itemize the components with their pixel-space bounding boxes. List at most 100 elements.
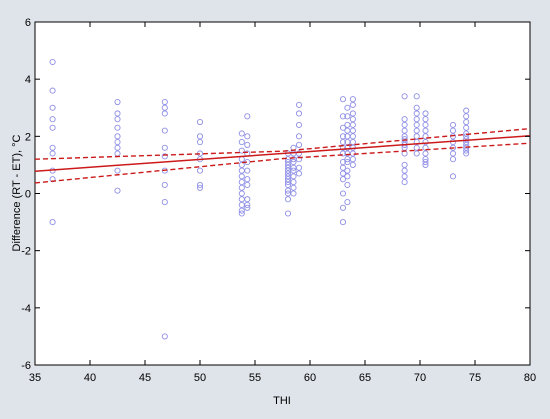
data-point (244, 133, 251, 140)
data-point (422, 133, 429, 140)
y-tick-label: 4 (25, 74, 31, 86)
data-point (413, 144, 420, 151)
data-point (161, 104, 168, 111)
data-point (349, 133, 356, 140)
data-point (238, 190, 245, 197)
data-point (290, 184, 297, 191)
data-point (422, 110, 429, 117)
data-point (344, 167, 351, 174)
data-point (295, 133, 303, 140)
data-point (463, 138, 470, 146)
y-tick-label: -4 (21, 303, 31, 315)
data-point (196, 133, 204, 140)
data-point (244, 201, 251, 208)
data-point (284, 210, 292, 217)
data-point (161, 110, 168, 117)
data-point (238, 210, 245, 217)
data-point (196, 184, 204, 191)
ci-upper-line (34, 127, 531, 160)
data-point (49, 150, 56, 157)
data-point (295, 141, 303, 148)
data-point (344, 173, 351, 180)
data-point (463, 144, 470, 151)
data-point (463, 136, 470, 143)
data-point (49, 87, 56, 94)
data-point (449, 127, 457, 134)
x-tick-label: 70 (414, 372, 426, 384)
data-point (344, 159, 351, 166)
y-tick-label: -6 (21, 360, 31, 372)
data-point (295, 150, 303, 157)
data-point (196, 167, 204, 174)
data-point (463, 130, 470, 137)
data-point (161, 167, 168, 174)
data-point (244, 141, 251, 148)
data-point (114, 144, 121, 151)
data-point (238, 207, 245, 214)
data-point (401, 133, 408, 140)
data-point (295, 164, 303, 171)
data-point (284, 181, 292, 188)
data-point (49, 58, 56, 66)
data-point (295, 170, 303, 177)
data-point (290, 167, 297, 174)
x-tick-label: 50 (194, 372, 206, 384)
data-point (244, 181, 251, 188)
data-point (413, 116, 420, 123)
data-point (238, 130, 245, 137)
data-point (284, 196, 292, 203)
data-point (161, 181, 168, 188)
ci-lower-line (34, 142, 531, 184)
data-point (290, 190, 297, 197)
data-point (339, 96, 347, 103)
data-point (339, 204, 347, 211)
y-axis-title: Difference (RT - ET), °C (11, 135, 23, 252)
x-tick-label: 55 (249, 372, 261, 384)
data-point (244, 204, 251, 211)
data-point (238, 184, 245, 191)
data-point (422, 161, 429, 168)
data-point (349, 110, 356, 117)
data-point (349, 161, 356, 168)
data-point (339, 133, 347, 140)
x-tick-label: 60 (304, 372, 316, 384)
ticks-layer: 35 40 45 50 55 60 65 70 75 80 6 4 2 0 -2 -4 -6 (21, 17, 536, 384)
data-point (401, 179, 408, 186)
data-point (344, 199, 351, 206)
data-point (238, 173, 245, 180)
y-tick-label: 0 (25, 189, 31, 201)
data-point (413, 110, 420, 117)
data-point (114, 167, 121, 174)
data-point (463, 133, 470, 140)
data-point (339, 159, 347, 166)
data-point (284, 170, 292, 177)
data-point (284, 161, 292, 168)
x-tick-label: 75 (469, 372, 481, 384)
data-point (449, 121, 457, 128)
data-point (401, 127, 408, 134)
data-point (339, 164, 347, 171)
data-point (422, 127, 429, 134)
data-point (349, 116, 356, 123)
data-point (161, 144, 168, 151)
data-point (49, 144, 56, 151)
data-point (339, 124, 347, 131)
data-point (413, 127, 420, 134)
data-point (422, 144, 429, 151)
data-point (401, 116, 408, 123)
data-point (344, 113, 351, 120)
data-point (290, 179, 297, 186)
data-point (238, 161, 245, 168)
data-point (114, 133, 121, 140)
x-axis-title: THI (273, 395, 291, 407)
y-tick-label: 2 (25, 131, 31, 143)
data-point (284, 187, 292, 194)
data-point (422, 121, 429, 128)
data-point (349, 138, 356, 146)
lines-layer (34, 127, 531, 184)
data-point (413, 150, 420, 157)
data-point (463, 150, 470, 157)
data-point (114, 110, 121, 117)
data-point (349, 96, 356, 103)
x-tick-label: 65 (359, 372, 371, 384)
